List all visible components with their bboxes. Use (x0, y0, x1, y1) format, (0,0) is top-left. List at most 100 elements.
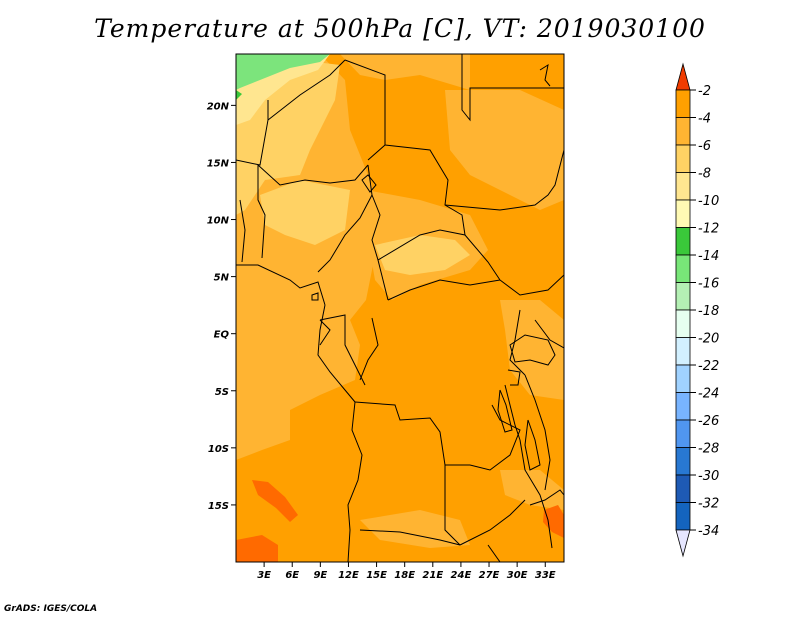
colorbar-segment (675, 447, 691, 476)
field-southwest-warm (236, 535, 278, 562)
colorbar-label: -26 (698, 414, 719, 429)
colorbar-segment (675, 227, 691, 256)
lat-tick-label: 10S (208, 444, 229, 455)
colorbar-label: -16 (698, 277, 719, 292)
coastline-lake-tanganyika (497, 389, 513, 433)
border-mozambique (529, 489, 564, 506)
colorbar-segment (675, 254, 691, 283)
field-niger-pale (260, 180, 350, 245)
colorbar-label: -28 (698, 442, 719, 457)
field-car-pale (375, 235, 470, 275)
lon-tick-label: 15E (366, 570, 387, 581)
border-east-bottom (487, 544, 501, 562)
latitude-axis: 20N 15N 10N 5N EQ 5S 10S 15S (207, 101, 236, 512)
border-gabon (319, 319, 331, 346)
border-chad-sudan (384, 144, 466, 236)
colorbar-label: -22 (698, 359, 719, 374)
coastline-gabon-congo (317, 304, 356, 403)
colorbar-label: -18 (698, 304, 719, 319)
colorbar-label: -4 (698, 112, 711, 127)
colorbar-segment (675, 419, 691, 448)
longitude-axis: 3E 6E 9E 12E 15E 18E 21E 24E 27E 30E 33E (257, 562, 556, 581)
colorbar-label: -6 (698, 139, 711, 154)
lat-tick-label: 15S (208, 501, 229, 512)
lat-tick-label: 10N (207, 216, 230, 227)
field-angola-warm (252, 480, 298, 522)
colorbar-label: -2 (698, 84, 711, 99)
border-car (377, 229, 501, 281)
border-libya-chad (344, 59, 386, 161)
border-tanzania (524, 374, 551, 491)
border-congo-gabon (319, 314, 366, 386)
coastline-bioko (311, 292, 319, 301)
border-congo-drc (359, 317, 379, 381)
border-ssudan-east (499, 274, 564, 296)
colorbar-segment (675, 392, 691, 421)
field-northeast-light (445, 90, 564, 210)
temperature-field (236, 54, 564, 562)
colorbar-label: -8 (698, 167, 711, 182)
colorbar-segment (675, 364, 691, 393)
colorbar-segment (675, 474, 691, 503)
colorbar-label: -20 (698, 332, 719, 347)
border-car-drc (387, 279, 501, 301)
colorbar-segment (675, 117, 691, 146)
colorbar-bottom-arrow (675, 529, 691, 558)
field-northwest-green (236, 54, 330, 90)
colorbar-segment (675, 282, 691, 311)
border-algeria-niger (267, 59, 346, 121)
coastline-west-africa (236, 264, 326, 306)
border-angola-zambia (444, 465, 461, 546)
lat-tick-label: 5N (214, 273, 230, 284)
coastline-lake-malawi (524, 419, 541, 471)
border-angola-namibia (359, 529, 461, 546)
field-south-light (360, 510, 470, 548)
grads-credit: GrADS: IGES/COLA (4, 604, 98, 614)
border-cameroon-chad (371, 194, 389, 301)
field-southeast-light (500, 470, 564, 510)
border-lake-tanganyika (504, 384, 521, 441)
map-frame (235, 53, 565, 563)
lon-tick-label: 27E (479, 570, 500, 581)
colorbar-segment (675, 172, 691, 201)
lat-tick-label: 15N (207, 158, 230, 169)
lon-tick-label: 3E (257, 570, 271, 581)
coastline-lake-chad (361, 174, 377, 193)
lon-tick-label: 21E (422, 570, 443, 581)
colorbar-label: -14 (698, 249, 719, 264)
colorbar-segment (675, 89, 691, 118)
lon-tick-label: 9E (313, 570, 327, 581)
coastline-lake-victoria (509, 334, 556, 366)
coastline-angola (347, 401, 363, 562)
colorbar-segment (675, 309, 691, 338)
colorbar-label: -34 (698, 524, 719, 539)
border-togo-ghana (239, 199, 246, 263)
border-niger-nigeria (257, 164, 369, 186)
border-benin (257, 165, 266, 259)
colorbar: -2 -4 -6 -8 -10 -12 -14 -16 -18 -20 -22 -24 -26 -28 -3… (675, 62, 719, 558)
border-malawi (519, 439, 553, 549)
lon-tick-label: 24E (451, 570, 472, 581)
colorbar-segment (675, 144, 691, 173)
colorbar-segment (675, 502, 691, 531)
colorbar-segment (675, 199, 691, 228)
colorbar-label: -10 (698, 194, 719, 209)
lon-tick-label: 12E (338, 570, 359, 581)
lon-tick-label: 33E (535, 570, 556, 581)
lat-tick-label: EQ (214, 330, 230, 341)
field-north-light (340, 54, 470, 90)
field-east-light (500, 300, 564, 400)
map-title: Temperature at 500hPa [C], VT: 201903010… (94, 14, 706, 43)
coastline-red-sea (539, 63, 551, 87)
field-northwest-green-dark (236, 90, 242, 100)
border-sudan-ssudan (444, 149, 564, 211)
border-mali-niger (236, 100, 269, 166)
lon-tick-label: 30E (507, 570, 528, 581)
colorbar-segment (675, 337, 691, 366)
country-borders (236, 54, 564, 562)
colorbar-top-arrow (675, 62, 691, 91)
colorbar-label: -32 (698, 497, 719, 512)
border-zambia-zimbabwe (459, 499, 526, 546)
border-rwanda-burundi (507, 369, 521, 386)
